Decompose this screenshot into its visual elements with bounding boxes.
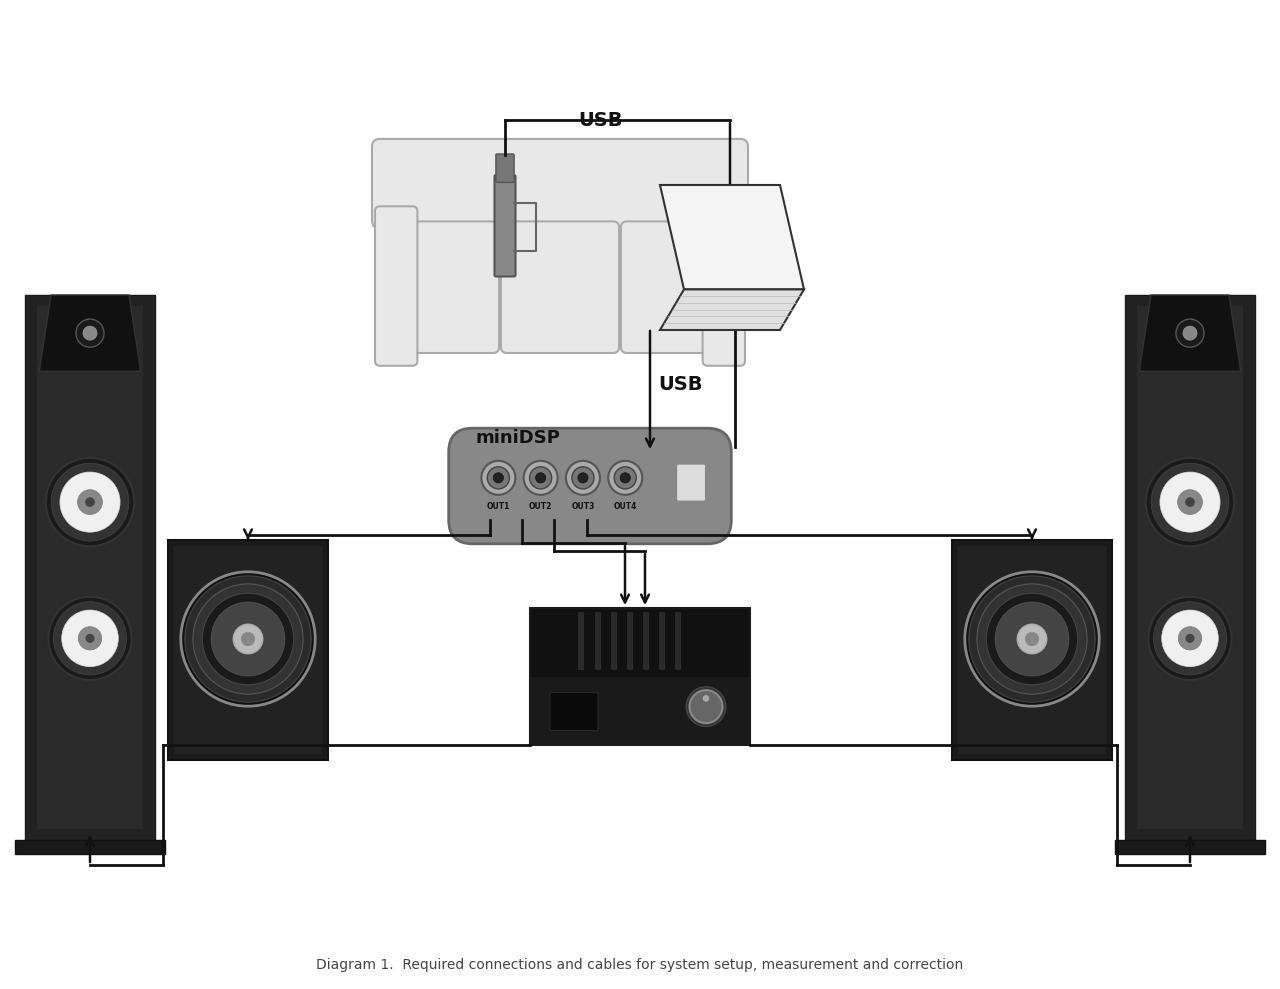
Text: OUT4: OUT4 xyxy=(613,501,637,511)
Circle shape xyxy=(86,634,95,643)
FancyBboxPatch shape xyxy=(375,207,417,366)
FancyBboxPatch shape xyxy=(621,222,739,353)
Circle shape xyxy=(78,490,102,514)
Circle shape xyxy=(51,463,129,541)
FancyBboxPatch shape xyxy=(15,840,165,854)
FancyBboxPatch shape xyxy=(627,612,632,670)
FancyBboxPatch shape xyxy=(579,612,585,670)
Circle shape xyxy=(76,319,104,347)
Circle shape xyxy=(46,458,134,546)
Circle shape xyxy=(1160,472,1220,532)
FancyBboxPatch shape xyxy=(1125,295,1254,840)
Circle shape xyxy=(987,593,1078,684)
Circle shape xyxy=(211,602,285,675)
Circle shape xyxy=(60,472,120,532)
Circle shape xyxy=(1185,497,1194,506)
FancyBboxPatch shape xyxy=(1137,306,1243,829)
Polygon shape xyxy=(40,295,141,371)
FancyBboxPatch shape xyxy=(37,306,143,829)
Text: OUT3: OUT3 xyxy=(571,501,595,511)
Circle shape xyxy=(78,627,101,650)
Circle shape xyxy=(1185,634,1194,643)
FancyBboxPatch shape xyxy=(495,154,515,182)
Circle shape xyxy=(1162,610,1219,667)
Circle shape xyxy=(233,624,262,654)
FancyBboxPatch shape xyxy=(494,175,516,277)
Circle shape xyxy=(61,610,118,667)
Circle shape xyxy=(1025,632,1039,646)
Circle shape xyxy=(1148,596,1231,680)
Circle shape xyxy=(690,690,722,723)
FancyBboxPatch shape xyxy=(676,464,707,501)
Circle shape xyxy=(86,497,95,506)
FancyBboxPatch shape xyxy=(643,612,649,670)
Text: USB: USB xyxy=(577,111,622,130)
Circle shape xyxy=(614,467,636,489)
FancyBboxPatch shape xyxy=(703,207,745,366)
Circle shape xyxy=(49,596,132,680)
FancyBboxPatch shape xyxy=(168,540,328,760)
FancyBboxPatch shape xyxy=(1115,840,1265,854)
Circle shape xyxy=(83,326,97,340)
Circle shape xyxy=(535,473,545,483)
Circle shape xyxy=(686,686,726,727)
Circle shape xyxy=(530,467,552,489)
Polygon shape xyxy=(660,185,804,290)
Circle shape xyxy=(1183,326,1197,340)
Circle shape xyxy=(1146,458,1234,546)
Circle shape xyxy=(493,473,503,483)
FancyBboxPatch shape xyxy=(372,138,748,228)
Text: OUT1: OUT1 xyxy=(486,501,509,511)
Circle shape xyxy=(1151,463,1229,541)
Circle shape xyxy=(969,576,1096,702)
Circle shape xyxy=(54,601,127,674)
Text: Diagram 1.  Required connections and cables for system setup, measurement and co: Diagram 1. Required connections and cabl… xyxy=(316,958,964,972)
Polygon shape xyxy=(660,290,804,330)
Text: OUT2: OUT2 xyxy=(529,501,553,511)
FancyBboxPatch shape xyxy=(952,540,1112,760)
Circle shape xyxy=(977,584,1087,694)
FancyBboxPatch shape xyxy=(381,222,499,353)
FancyBboxPatch shape xyxy=(550,692,598,731)
FancyBboxPatch shape xyxy=(959,546,1106,754)
FancyBboxPatch shape xyxy=(611,612,617,670)
Text: miniDSP: miniDSP xyxy=(476,429,561,447)
FancyBboxPatch shape xyxy=(659,612,666,670)
FancyBboxPatch shape xyxy=(594,612,600,670)
FancyBboxPatch shape xyxy=(530,676,750,745)
Circle shape xyxy=(241,632,255,646)
Circle shape xyxy=(965,572,1100,706)
Circle shape xyxy=(488,467,509,489)
Circle shape xyxy=(184,576,311,702)
Circle shape xyxy=(1179,627,1202,650)
Circle shape xyxy=(202,593,293,684)
Circle shape xyxy=(566,461,600,494)
Circle shape xyxy=(620,473,630,483)
Circle shape xyxy=(481,461,516,494)
Circle shape xyxy=(608,461,643,494)
Text: USB: USB xyxy=(658,376,703,395)
Circle shape xyxy=(524,461,558,494)
FancyBboxPatch shape xyxy=(449,428,731,544)
Circle shape xyxy=(577,473,588,483)
FancyBboxPatch shape xyxy=(174,546,321,754)
Circle shape xyxy=(703,695,709,701)
Circle shape xyxy=(1176,319,1204,347)
Circle shape xyxy=(1018,624,1047,654)
FancyBboxPatch shape xyxy=(676,612,681,670)
Circle shape xyxy=(1153,601,1226,674)
Circle shape xyxy=(193,584,303,694)
Circle shape xyxy=(1178,490,1202,514)
FancyBboxPatch shape xyxy=(500,222,620,353)
Circle shape xyxy=(995,602,1069,675)
FancyBboxPatch shape xyxy=(530,608,750,745)
Circle shape xyxy=(572,467,594,489)
Circle shape xyxy=(180,572,315,706)
FancyBboxPatch shape xyxy=(26,295,155,840)
Polygon shape xyxy=(1139,295,1240,371)
